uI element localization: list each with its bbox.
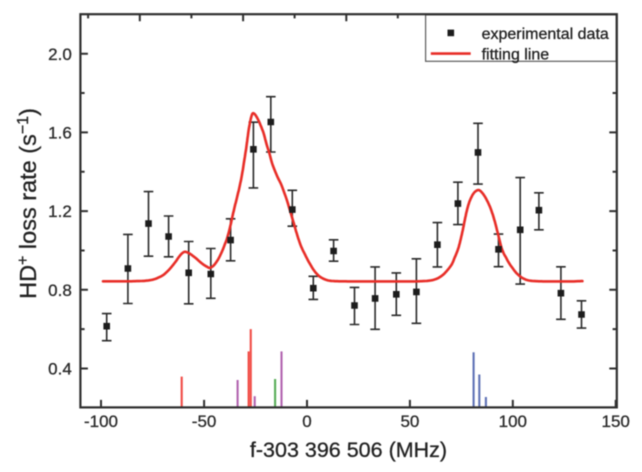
svg-text:100: 100 (499, 412, 527, 431)
svg-text:f-303 396 506 (MHz): f-303 396 506 (MHz) (250, 438, 447, 462)
svg-text:experimental data: experimental data (482, 26, 609, 43)
svg-text:-50: -50 (192, 412, 217, 431)
svg-text:50: 50 (400, 412, 419, 431)
svg-text:0: 0 (302, 412, 311, 431)
svg-text:0.8: 0.8 (48, 281, 72, 300)
svg-text:fitting line: fitting line (482, 46, 550, 63)
svg-text:1.6: 1.6 (48, 124, 72, 143)
svg-text:-100: -100 (84, 412, 118, 431)
svg-text:2.0: 2.0 (48, 45, 72, 64)
svg-text:0.4: 0.4 (48, 360, 72, 379)
svg-text:HD+ loss rate (s−1): HD+ loss rate (s−1) (15, 108, 41, 299)
svg-text:150: 150 (602, 412, 630, 431)
svg-text:1.2: 1.2 (48, 202, 72, 221)
